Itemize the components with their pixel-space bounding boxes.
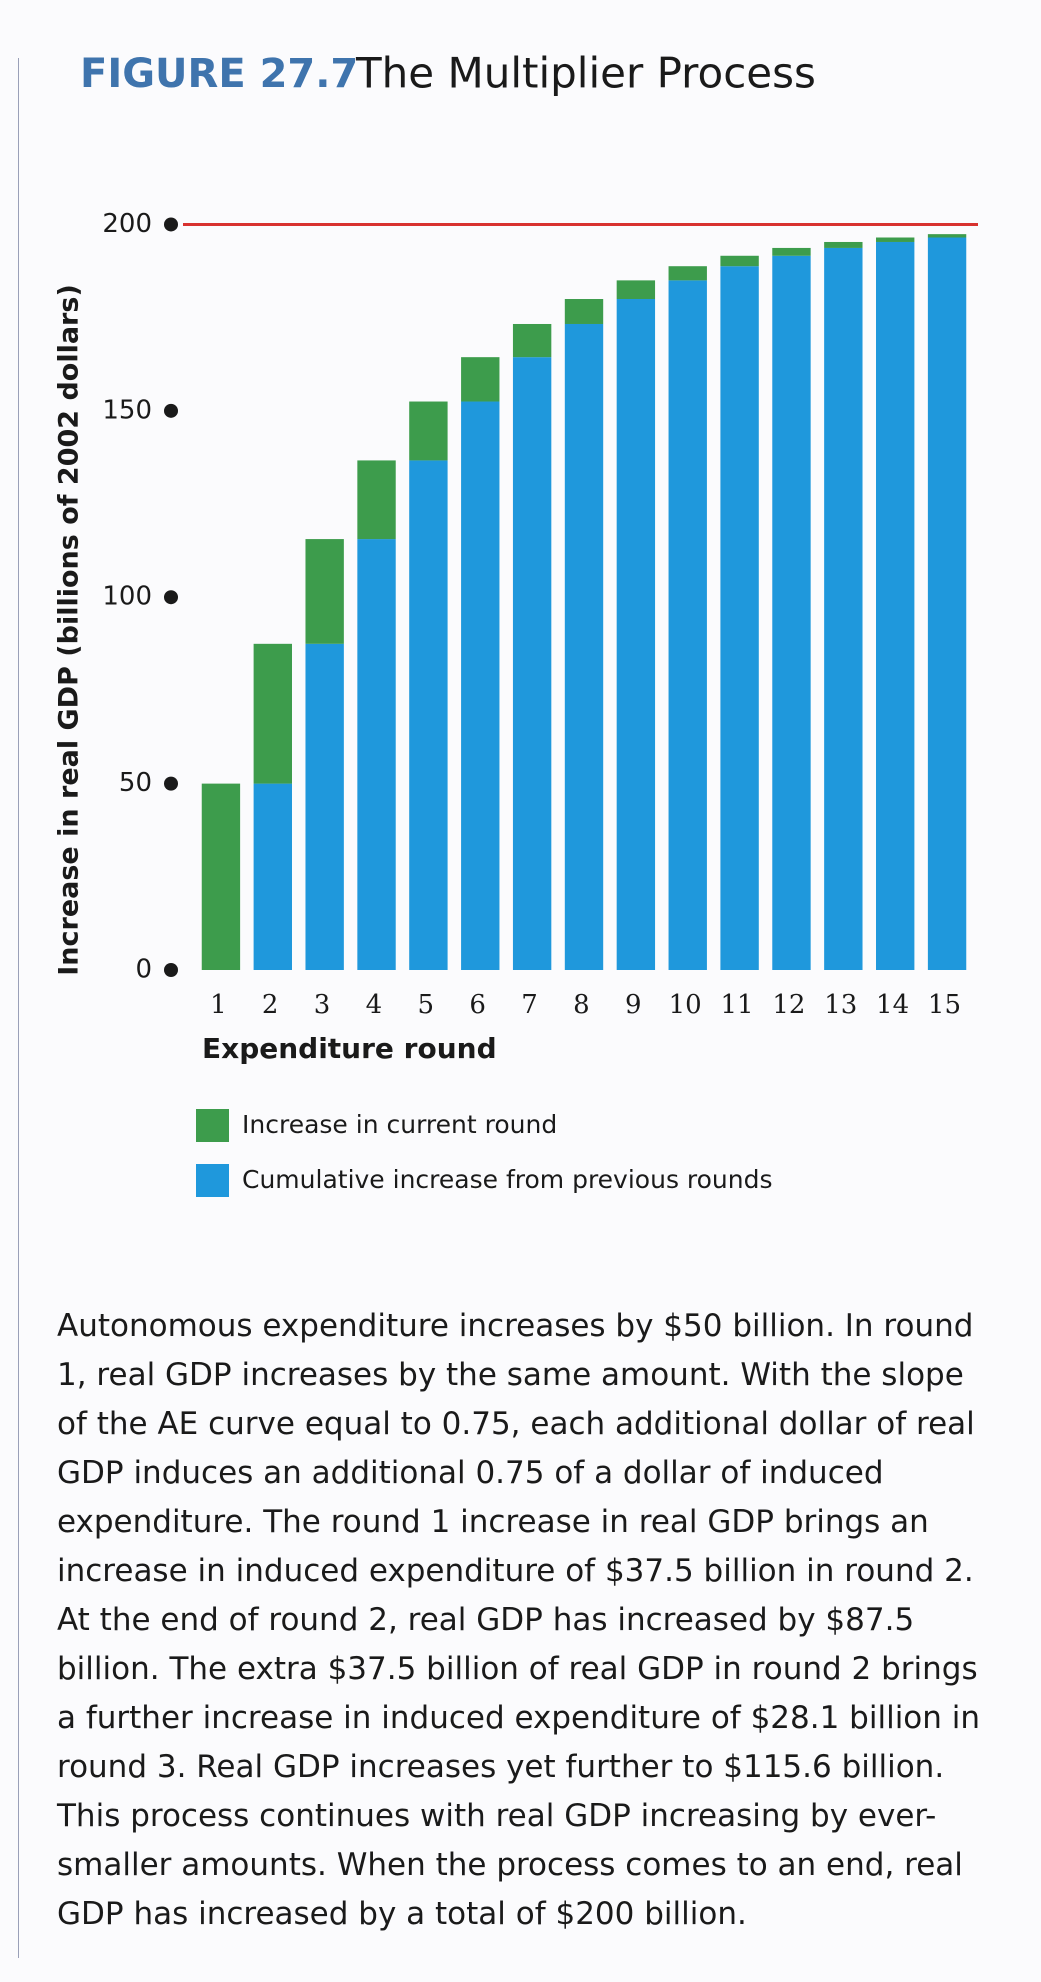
bar-segment	[201, 783, 241, 970]
bar-segment	[616, 299, 656, 970]
bar-segment	[461, 401, 500, 970]
bar-segment	[409, 460, 448, 970]
x-tick-label: 4	[366, 990, 383, 1020]
bar-segment	[461, 357, 500, 402]
x-tick-label: 9	[625, 990, 642, 1020]
bar-segment	[668, 280, 707, 970]
bar-segment	[927, 237, 967, 971]
x-tick-label: 15	[928, 990, 961, 1020]
chart-title: The Multiplier Process	[355, 49, 816, 98]
x-axis-label: Expenditure round	[202, 1032, 497, 1065]
bar-segment	[253, 783, 292, 970]
y-tick-label: 0	[135, 955, 152, 985]
caption: Autonomous expenditure increases by $50 …	[57, 1308, 981, 1932]
legend-swatch	[196, 1164, 229, 1197]
bar-segment	[305, 539, 344, 644]
x-tick-label: 2	[262, 990, 279, 1020]
y-axis-label: Increase in real GDP (billions of 2002 d…	[54, 284, 85, 976]
figure-label: FIGURE 27.7	[80, 51, 358, 97]
bar-segment	[616, 280, 656, 300]
y-tick-label: 200	[102, 209, 152, 239]
y-tick-label: 50	[119, 768, 152, 798]
legend-label: Cumulative increase from previous rounds	[242, 1165, 773, 1194]
x-tick-label: 12	[772, 990, 805, 1020]
x-tick-label: 13	[824, 990, 857, 1020]
bar-segment	[512, 357, 552, 971]
y-tick-dot	[164, 776, 178, 791]
bar-segment	[668, 266, 707, 281]
chart: FIGURE 27.7 The Multiplier Process Expen…	[54, 49, 978, 1197]
x-tick-label: 1	[210, 990, 227, 1020]
bar-segment	[253, 643, 292, 784]
bar-segment	[564, 299, 604, 324]
y-tick-dot	[164, 590, 178, 605]
bar-segment	[357, 539, 396, 970]
bar-segment	[876, 237, 915, 242]
x-tick-label: 6	[469, 990, 486, 1020]
bar-segment	[512, 323, 552, 358]
y-tick-dot	[164, 217, 178, 232]
bar-segment	[305, 643, 344, 970]
bar-segment	[824, 241, 863, 248]
y-tick-label: 150	[102, 395, 152, 425]
bar-segment	[772, 255, 811, 970]
x-tick-label: 8	[573, 990, 590, 1020]
x-tick-label: 10	[669, 990, 702, 1020]
y-tick-dot	[164, 403, 178, 418]
bar-segment	[409, 401, 448, 461]
y-tick-label: 100	[102, 582, 152, 612]
bar-segment	[772, 247, 811, 256]
bar-segment	[876, 241, 915, 971]
x-tick-label: 11	[720, 990, 753, 1020]
bar-segment	[927, 234, 967, 238]
x-tick-label: 14	[876, 990, 909, 1020]
page-rule	[18, 58, 19, 1958]
bar-segment	[720, 255, 759, 267]
y-tick-dot	[164, 963, 178, 977]
x-tick-label: 7	[521, 990, 538, 1020]
x-tick-label: 5	[418, 990, 435, 1020]
x-tick-label: 3	[314, 990, 331, 1020]
bar-segment	[720, 266, 759, 970]
legend-label: Increase in current round	[242, 1110, 557, 1139]
bar-segment	[564, 323, 604, 970]
legend-swatch	[196, 1109, 229, 1142]
bar-segment	[824, 247, 863, 971]
bar-segment	[357, 460, 396, 540]
